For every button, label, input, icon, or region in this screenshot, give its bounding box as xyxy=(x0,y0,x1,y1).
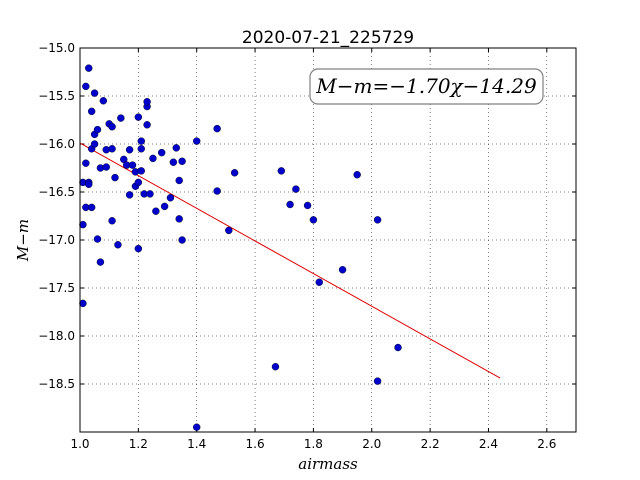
x-axis-label: airmass xyxy=(298,455,358,473)
data-point xyxy=(178,236,186,244)
y-axis-label: M−m xyxy=(14,219,32,262)
data-point xyxy=(85,64,93,72)
x-tick-label: 1.2 xyxy=(129,437,148,451)
data-point xyxy=(152,207,160,215)
data-point xyxy=(117,114,125,122)
data-point xyxy=(125,191,134,199)
data-point xyxy=(111,173,119,182)
data-point xyxy=(79,299,87,308)
data-point xyxy=(338,266,347,274)
data-point xyxy=(178,157,186,165)
plot-frame xyxy=(79,47,577,433)
data-point xyxy=(79,220,87,229)
fit-line-group xyxy=(79,142,501,379)
x-tick-label: 2.2 xyxy=(421,437,440,451)
data-points xyxy=(79,64,402,431)
data-point xyxy=(85,180,93,189)
fit-line xyxy=(79,142,501,379)
data-point xyxy=(309,216,318,224)
data-point xyxy=(394,343,402,352)
fit-equation-text: M−m=−1.70χ−14.29 xyxy=(315,74,537,98)
fit-equation-box: M−m=−1.70χ−14.29 xyxy=(309,68,544,105)
data-point xyxy=(353,171,361,179)
data-point xyxy=(175,215,183,223)
x-tick-label: 1.8 xyxy=(304,437,323,451)
data-point xyxy=(172,144,180,152)
data-point xyxy=(373,216,382,224)
data-point xyxy=(303,201,312,210)
x-tick-label: 1.0 xyxy=(70,437,89,451)
data-point xyxy=(146,190,154,198)
data-point xyxy=(82,82,90,91)
data-point xyxy=(271,363,280,371)
data-point xyxy=(108,123,116,131)
y-tick-label: −17.0 xyxy=(38,233,75,247)
data-point xyxy=(99,97,108,105)
y-tick-label: −18.5 xyxy=(38,377,75,391)
data-point xyxy=(157,148,166,157)
data-point xyxy=(169,158,178,166)
data-point xyxy=(134,178,143,187)
data-point xyxy=(137,137,145,145)
data-point xyxy=(90,89,99,97)
y-tick-label: −15.0 xyxy=(38,41,75,55)
data-point xyxy=(213,187,221,195)
data-point xyxy=(277,167,286,175)
y-tick-label: −16.5 xyxy=(38,185,75,199)
data-point xyxy=(166,194,175,202)
data-point xyxy=(193,423,201,431)
data-point xyxy=(134,244,143,253)
data-point xyxy=(87,107,96,116)
y-tick-label: −18.0 xyxy=(38,329,75,343)
data-point xyxy=(137,145,145,153)
data-point xyxy=(137,167,145,175)
data-point xyxy=(292,185,300,193)
data-point xyxy=(108,217,116,225)
data-point xyxy=(93,235,102,243)
x-tick-label: 1.4 xyxy=(187,437,206,451)
x-tick-label: 2.0 xyxy=(362,437,381,451)
data-point xyxy=(90,140,99,148)
data-point xyxy=(125,146,134,154)
x-tick-label: 1.6 xyxy=(246,437,265,451)
x-axis-ticks: 1.0 1.2 1.4 1.6 1.8 2.0 2.2 2.4 2.6 xyxy=(70,48,556,451)
data-point xyxy=(134,113,143,121)
data-point xyxy=(108,145,116,153)
fit-equation-frame xyxy=(309,68,544,105)
data-point xyxy=(193,137,201,145)
chart-title: 2020-07-21_225729 xyxy=(242,28,414,48)
data-point xyxy=(82,159,90,167)
data-point xyxy=(160,202,169,211)
data-point xyxy=(114,241,122,249)
data-point xyxy=(175,176,183,185)
data-point xyxy=(373,377,382,385)
data-point xyxy=(213,124,221,133)
data-point xyxy=(149,154,157,163)
data-point xyxy=(128,161,137,169)
y-axis-ticks: −15.0 −15.5 −16.0 −16.5 −17.0 −17.5 −18.0 −18.5 xyxy=(38,41,576,391)
data-point xyxy=(87,203,96,212)
data-point xyxy=(230,169,239,177)
y-tick-label: −15.5 xyxy=(38,89,75,103)
data-point xyxy=(286,200,294,209)
data-point xyxy=(96,258,105,266)
data-point xyxy=(225,226,233,235)
x-tick-label: 2.4 xyxy=(479,437,498,451)
data-point xyxy=(93,125,102,134)
x-tick-label: 2.6 xyxy=(537,437,556,451)
y-tick-label: −16.0 xyxy=(38,137,75,151)
data-point xyxy=(143,121,151,129)
y-tick-label: −17.5 xyxy=(38,281,75,295)
data-point xyxy=(315,278,323,286)
data-point xyxy=(102,163,110,171)
data-point xyxy=(143,98,151,106)
